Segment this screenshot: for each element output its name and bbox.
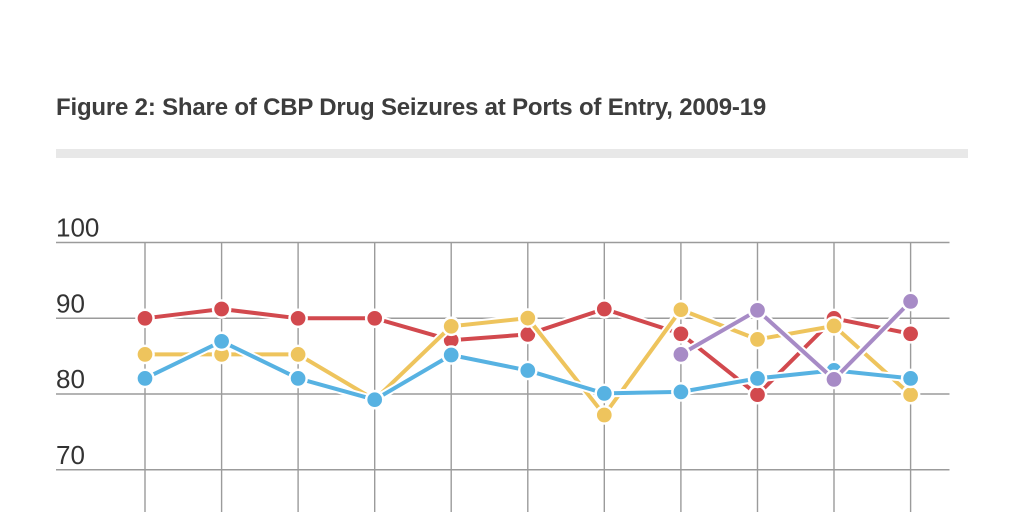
svg-text:70: 70: [56, 440, 85, 470]
svg-text:80: 80: [56, 364, 85, 394]
svg-text:100: 100: [56, 213, 99, 243]
svg-text:90: 90: [56, 288, 85, 318]
